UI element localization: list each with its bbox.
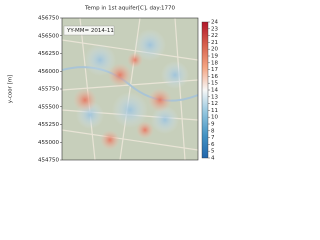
colorbar-tick-label: 19 xyxy=(211,54,218,60)
y-tick-label: 455250 xyxy=(38,122,59,128)
annotation: YY-MM= 2014-11 xyxy=(66,28,114,34)
colorbar-tick-label: 8 xyxy=(211,128,215,134)
heat-blob xyxy=(127,52,143,68)
colorbar-tick-label: 6 xyxy=(211,142,215,148)
heat-blob xyxy=(134,29,166,61)
y-tick-label: 455000 xyxy=(38,140,59,146)
canal xyxy=(62,66,198,102)
colorbar-tick-label: 17 xyxy=(211,67,218,73)
y-tick-label: 454750 xyxy=(38,158,59,164)
heat-blob xyxy=(84,44,116,76)
y-tick-label: 456500 xyxy=(38,33,59,39)
colorbar-tick-label: 15 xyxy=(211,81,218,87)
colorbar-tick-label: 16 xyxy=(211,74,218,80)
annotation-box xyxy=(63,25,115,36)
heat-blob xyxy=(151,106,179,134)
colorbar-tick-label: 9 xyxy=(211,122,215,128)
heat-blob xyxy=(108,63,132,87)
heat-blob xyxy=(161,61,189,89)
colorbar-tick-label: 21 xyxy=(211,40,218,46)
colorbar-tick-label: 5 xyxy=(211,149,215,155)
colorbar-tick-label: 24 xyxy=(211,20,218,26)
heat-blob xyxy=(100,130,120,150)
y-tick-label: 455750 xyxy=(38,87,59,93)
colorbar-tick-label: 7 xyxy=(211,135,215,141)
chart: Temp in 1st aquifer[C], day:1770 y-coor … xyxy=(8,6,219,164)
heat-blob xyxy=(136,121,154,139)
colorbar-tick-label: 4 xyxy=(211,156,215,162)
colorbar-tick-label: 20 xyxy=(211,47,218,53)
colorbar xyxy=(201,21,209,159)
colorbar-tick-label: 22 xyxy=(211,33,218,39)
colorbar-tick-label: 13 xyxy=(211,94,218,100)
y-tick-label: 456250 xyxy=(38,51,59,57)
y-tick-label: 456750 xyxy=(38,16,59,22)
colorbar-tick-label: 18 xyxy=(211,60,218,66)
chart-title: Temp in 1st aquifer[C], day:1770 xyxy=(84,6,176,12)
map xyxy=(62,18,198,160)
heat-blob xyxy=(148,88,172,112)
heat-blob xyxy=(73,88,97,112)
y-tick-label: 456000 xyxy=(38,69,59,75)
colorbar-tick-label: 11 xyxy=(211,108,218,114)
heat-blob xyxy=(112,92,148,128)
colorbar-tick-label: 10 xyxy=(211,115,218,121)
colorbar-tick-label: 14 xyxy=(211,88,218,94)
colorbar-tick-label: 12 xyxy=(211,101,218,107)
y-tick-label: 455500 xyxy=(38,104,59,110)
colorbar-tick-label: 23 xyxy=(211,26,218,32)
y-axis-label: y-coor [m] xyxy=(8,75,14,104)
